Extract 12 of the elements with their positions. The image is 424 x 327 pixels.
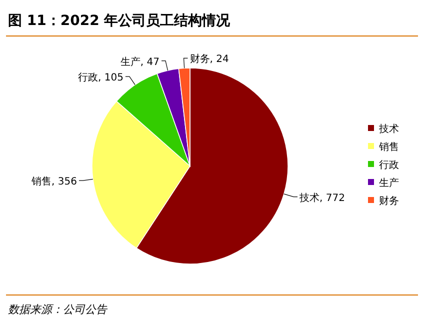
chart-title: 图 11：2022 年公司员工结构情况 bbox=[8, 13, 232, 29]
legend-label: 财务 bbox=[379, 195, 399, 207]
value-label: 销售, 356 bbox=[32, 176, 77, 188]
legend-label: 销售 bbox=[378, 141, 399, 153]
value-label: 财务, 24 bbox=[190, 54, 229, 66]
value-label: 行政, 105 bbox=[78, 72, 124, 84]
legend-label: 行政 bbox=[379, 160, 399, 171]
legend-label: 生产 bbox=[379, 177, 399, 189]
value-label: 技术, 772 bbox=[300, 192, 345, 204]
legend-label: 技术 bbox=[378, 123, 399, 135]
value-label: 生产, 47 bbox=[120, 56, 160, 68]
source-note: 数据来源：公司公告 bbox=[8, 303, 108, 316]
